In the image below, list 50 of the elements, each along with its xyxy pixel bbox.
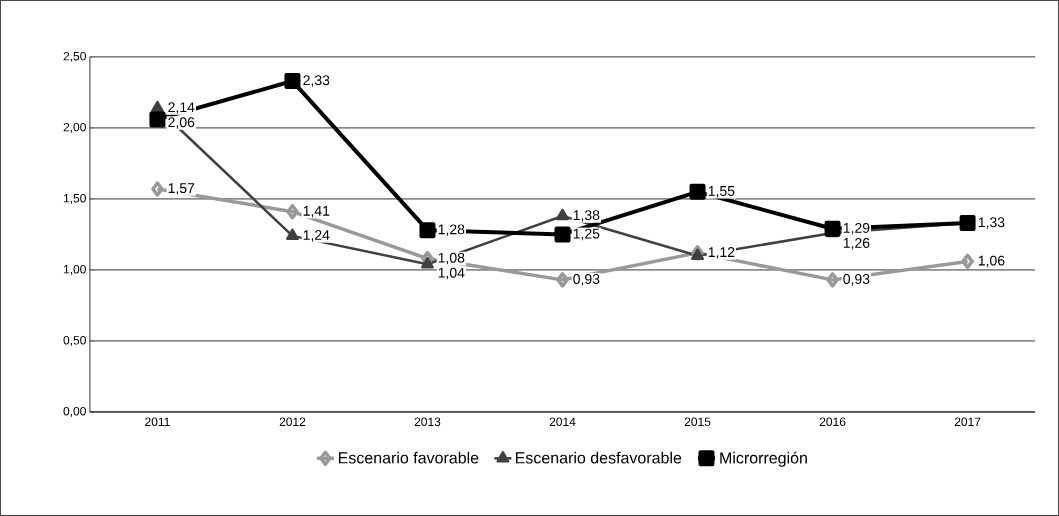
x-tick-label: 2012	[279, 417, 306, 427]
data-label: 1,04	[438, 267, 465, 280]
data-label: 1,55	[708, 186, 735, 198]
x-tick-label: 2016	[819, 417, 846, 427]
data-label: 1,33	[978, 217, 1005, 229]
legend-label: Escenario favorable	[338, 451, 479, 464]
point	[961, 253, 974, 270]
data-label: 0,93	[843, 274, 870, 286]
y-tick-label: 2,00	[63, 123, 86, 133]
data-label: 1,06	[978, 255, 1005, 268]
point	[151, 181, 164, 197]
data-label: 1,08	[438, 252, 465, 265]
data-label: 1,25	[573, 228, 600, 241]
data-label: 2,06	[168, 117, 195, 129]
data-label: 1,24	[303, 230, 330, 242]
data-label: 1,57	[168, 183, 195, 195]
x-tick-label: 2013	[414, 417, 441, 427]
y-tick-label: 0,50	[63, 336, 86, 346]
point	[286, 204, 299, 220]
data-label: 2,33	[303, 75, 330, 87]
point	[284, 73, 301, 90]
point	[554, 226, 571, 243]
x-tick-label: 2017	[954, 417, 981, 427]
y-tick-label: 1,50	[63, 194, 86, 204]
point	[824, 220, 841, 237]
point	[959, 215, 976, 232]
point	[419, 222, 436, 239]
legend-label: Escenario desfavorable	[516, 451, 682, 464]
legend-label: Microrregión	[720, 451, 807, 467]
data-label: 2,14	[168, 102, 195, 114]
x-tick-label: 2011	[145, 417, 170, 427]
point	[149, 111, 166, 128]
y-tick-label: 2,50	[63, 52, 86, 62]
x-tick-label: 2014	[549, 417, 576, 427]
data-label: 0,93	[573, 274, 600, 286]
y-tick-label: 1,00	[63, 265, 86, 275]
data-label: 1,29	[843, 223, 870, 235]
point	[286, 228, 299, 241]
point	[826, 272, 839, 288]
point	[556, 272, 569, 288]
point	[421, 257, 434, 269]
data-label: 1,41	[303, 206, 330, 218]
x-tick-label: 2015	[684, 417, 711, 427]
point	[689, 183, 706, 200]
data-label: 1,38	[573, 210, 600, 222]
point	[556, 208, 569, 221]
data-label: 1,28	[438, 224, 465, 236]
data-label: 1,26	[843, 238, 870, 250]
data-label: 1,12	[708, 247, 735, 259]
y-tick-label: 0,00	[63, 407, 86, 417]
